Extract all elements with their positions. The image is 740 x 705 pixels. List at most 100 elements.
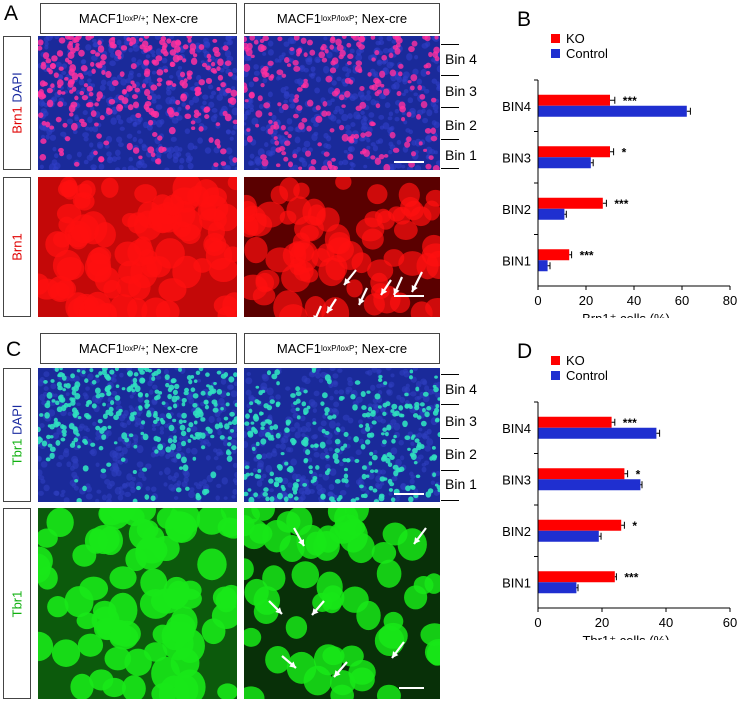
- nucleus: [342, 414, 350, 421]
- arrow-head: [327, 306, 334, 313]
- nucleus: [233, 381, 237, 387]
- nucleus: [359, 86, 365, 91]
- nucleus: [260, 83, 265, 88]
- nucleus: [426, 428, 432, 435]
- nucleus: [267, 40, 274, 47]
- nucleus: [185, 156, 192, 164]
- nucleus: [230, 89, 237, 97]
- nucleus: [136, 445, 144, 454]
- nucleus: [422, 391, 429, 397]
- nucleus: [69, 64, 77, 72]
- bar-control: [538, 530, 599, 542]
- nucleus: [293, 401, 298, 406]
- nucleus: [109, 480, 115, 487]
- nucleus: [125, 482, 130, 487]
- nucleus: [326, 51, 333, 59]
- nucleus: [377, 390, 383, 395]
- nucleus: [141, 40, 149, 48]
- nucleus: [203, 107, 210, 113]
- nucleus: [77, 415, 82, 420]
- nucleus: [84, 252, 112, 282]
- category-label: BIN1: [502, 253, 531, 268]
- nucleus: [347, 53, 354, 60]
- legend-swatch-control: [551, 371, 560, 380]
- nucleus: [382, 454, 387, 460]
- nucleus: [420, 68, 428, 77]
- nucleus: [362, 412, 368, 418]
- nucleus: [231, 419, 237, 425]
- nucleus: [281, 477, 289, 485]
- nucleus: [289, 47, 295, 52]
- legend-label-ko: KO: [566, 353, 585, 368]
- nucleus: [350, 162, 356, 168]
- nucleus: [51, 55, 58, 62]
- nucleus: [187, 162, 194, 170]
- nucleus: [56, 406, 63, 413]
- nucleus: [389, 163, 397, 170]
- nucleus: [268, 112, 273, 116]
- nucleus: [69, 397, 74, 402]
- side-label-text: Brn1: [9, 233, 25, 261]
- nucleus: [176, 588, 202, 609]
- nucleus: [143, 59, 150, 66]
- nucleus: [368, 112, 375, 118]
- nucleus: [263, 403, 269, 409]
- nucleus: [384, 102, 391, 109]
- nucleus: [195, 494, 202, 501]
- significance-label: *: [632, 519, 637, 533]
- nucleus: [176, 446, 182, 452]
- nucleus: [70, 373, 75, 379]
- nucleus: [376, 383, 382, 389]
- nucleus: [147, 146, 155, 154]
- nucleus: [140, 420, 146, 425]
- nucleus: [287, 482, 293, 488]
- nucleus: [75, 183, 93, 198]
- nucleus: [410, 453, 417, 460]
- nucleus: [430, 127, 437, 135]
- nucleus: [398, 405, 404, 411]
- nucleus: [46, 434, 51, 440]
- nucleus: [203, 488, 210, 494]
- nucleus: [391, 83, 397, 90]
- nucleus: [269, 471, 275, 477]
- nucleus: [422, 36, 428, 40]
- nucleus: [326, 100, 333, 107]
- nucleus: [283, 99, 288, 104]
- bar-ko: [538, 146, 610, 158]
- nucleus: [213, 456, 219, 461]
- nucleus: [383, 477, 388, 481]
- nucleus: [65, 392, 70, 397]
- nucleus: [336, 76, 342, 82]
- nucleus: [414, 165, 422, 170]
- nucleus: [104, 144, 110, 149]
- nucleus: [144, 399, 150, 404]
- nucleus: [225, 87, 232, 94]
- nucleus: [253, 492, 259, 498]
- nucleus: [392, 412, 398, 417]
- x-tick-label: 20: [579, 293, 593, 308]
- nucleus: [152, 412, 158, 419]
- nucleus: [273, 123, 280, 130]
- nucleus: [94, 221, 116, 248]
- nucleus: [370, 155, 376, 160]
- nucleus: [260, 126, 267, 132]
- nucleus: [108, 406, 114, 412]
- nucleus: [226, 449, 231, 455]
- nucleus: [415, 386, 420, 392]
- nucleus: [136, 485, 141, 491]
- nucleus: [90, 61, 95, 67]
- nucleus: [312, 417, 317, 423]
- nucleus: [260, 426, 265, 430]
- nucleus: [245, 461, 250, 465]
- nucleus: [112, 373, 117, 378]
- nucleus: [196, 74, 202, 81]
- nucleus: [387, 462, 393, 468]
- nucleus: [210, 115, 217, 123]
- nucleus: [182, 44, 189, 50]
- nucleus: [430, 135, 438, 142]
- nucleus: [414, 54, 419, 60]
- nucleus: [154, 158, 161, 165]
- nucleus: [156, 508, 180, 530]
- nucleus: [211, 399, 218, 405]
- nucleus: [338, 108, 345, 115]
